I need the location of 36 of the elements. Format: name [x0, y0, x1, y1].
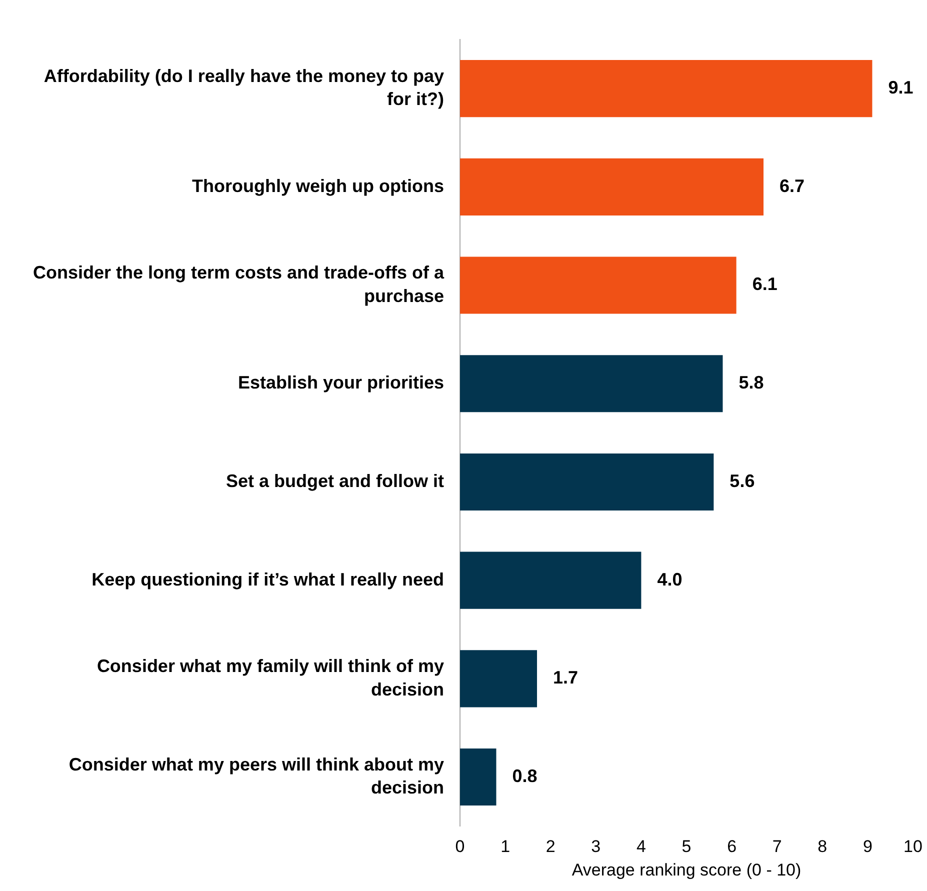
x-tick-label: 1 — [500, 837, 510, 856]
x-axis-title: Average ranking score (0 - 10) — [572, 860, 802, 880]
bar — [460, 552, 642, 609]
data-label: 9.1 — [888, 78, 914, 98]
data-label: 5.6 — [730, 470, 755, 491]
y-tick-label: Affordability (do I really have the money to pay for it?) — [44, 66, 444, 110]
data-label: 4.0 — [657, 569, 682, 590]
y-tick-label: Keep questioning if it’s what I really need — [92, 569, 444, 590]
x-tick-label: 9 — [862, 837, 872, 856]
x-tick-label: 3 — [591, 837, 601, 856]
bar — [460, 158, 764, 216]
x-tick-label: 10 — [904, 837, 922, 856]
bar — [460, 453, 714, 510]
bar — [460, 650, 538, 708]
bar — [460, 60, 872, 118]
data-label: 0.8 — [512, 766, 538, 786]
y-tick-label: Thoroughly weigh up options — [192, 176, 444, 196]
y-tick-label: Consider the long term costs and trade-offs of a purchase — [32, 262, 445, 306]
x-tick-label: 5 — [682, 837, 692, 856]
x-tick-label: 2 — [546, 837, 556, 856]
y-tick-label: Consider what my family will think of my decision — [96, 656, 444, 700]
x-tick-label: 0 — [455, 837, 465, 856]
y-tick-label: Set a budget and follow it — [226, 470, 444, 491]
x-tick-label: 4 — [636, 837, 646, 856]
data-label: 5.8 — [738, 372, 764, 393]
data-label: 6.1 — [752, 274, 778, 294]
bar — [460, 355, 723, 412]
data-label: 1.7 — [553, 668, 578, 688]
data-label: 6.7 — [780, 176, 805, 196]
x-tick-label: 6 — [727, 837, 737, 856]
y-tick-label: Establish your priorities — [238, 372, 444, 393]
x-tick-label: 7 — [772, 837, 782, 856]
bar — [460, 256, 736, 314]
bar — [460, 748, 496, 806]
x-tick-label: 8 — [818, 837, 828, 856]
y-tick-label: Consider what my peers will think about my decision — [68, 754, 444, 798]
